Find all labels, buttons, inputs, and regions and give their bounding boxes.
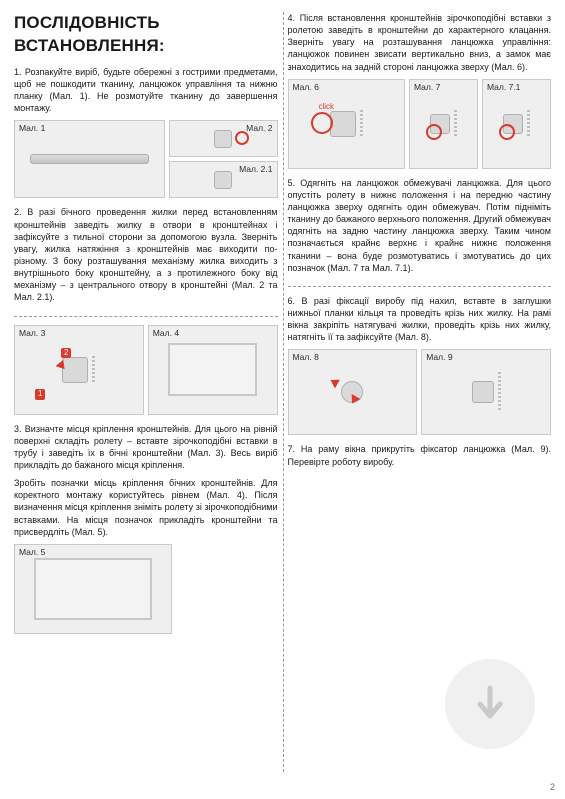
figure-2-1-label: Мал. 2.1 xyxy=(239,164,272,175)
figure-7-label: Мал. 7 xyxy=(414,82,440,93)
frame-icon xyxy=(168,343,257,396)
badge-1-icon: 1 xyxy=(35,389,45,400)
watermark-icon xyxy=(445,659,535,749)
bracket-icon xyxy=(214,171,232,189)
highlight-circle-icon xyxy=(311,112,333,134)
page-title: ПОСЛІДОВНІСТЬ ВСТАНОВЛЕННЯ: xyxy=(14,12,278,58)
step-6-text: 6. В разі фіксації виробу під нахил, вст… xyxy=(288,295,552,344)
horizontal-divider xyxy=(288,286,552,287)
figrow-1: Мал. 1 Мал. 2 Мал. 2.1 xyxy=(14,120,278,198)
figure-9-label: Мал. 9 xyxy=(426,352,452,363)
figrow-5: Мал. 8 Мал. 9 xyxy=(288,349,552,435)
page-number: 2 xyxy=(550,781,555,793)
step-3a-text: 3. Визначте місця кріплення кронштейнів.… xyxy=(14,423,278,472)
figure-1-label: Мал. 1 xyxy=(19,123,45,134)
figure-6-label: Мал. 6 xyxy=(293,82,319,93)
figure-1: Мал. 1 xyxy=(14,120,165,198)
highlight-circle-icon xyxy=(426,124,442,140)
figure-2-label: Мал. 2 xyxy=(246,123,272,134)
figure-9: Мал. 9 xyxy=(421,349,551,435)
figure-7-1-label: Мал. 7.1 xyxy=(487,82,520,93)
figure-4-label: Мал. 4 xyxy=(153,328,179,339)
chain-icon xyxy=(92,356,95,384)
figure-7-1: Мал. 7.1 xyxy=(482,79,551,169)
fixator-icon xyxy=(472,381,494,403)
figure-8-label: Мал. 8 xyxy=(293,352,319,363)
figrow-4: Мал. 6 click Мал. 7 Мал. 7.1 xyxy=(288,79,552,169)
figure-5: Мал. 5 xyxy=(14,544,172,634)
arrow-icon xyxy=(328,376,340,389)
highlight-circle-icon xyxy=(235,131,249,145)
figrow-3: Мал. 5 xyxy=(14,544,278,634)
step-3b-text: Зробіть позначки місць кріплення бічних … xyxy=(14,477,278,538)
step-5-text: 5. Одягніть на ланцюжок обмежувачі ланцю… xyxy=(288,177,552,274)
figure-2-1: Мал. 2.1 xyxy=(169,161,278,198)
step-2-text: 2. В разі бічного проведення жилки перед… xyxy=(14,206,278,303)
step-1-text: 1. Розпакуйте виріб, будьте обережні з г… xyxy=(14,66,278,115)
page: ПОСЛІДОВНІСТЬ ВСТАНОВЛЕННЯ: 1. Розпакуйт… xyxy=(0,0,565,799)
left-column: ПОСЛІДОВНІСТЬ ВСТАНОВЛЕННЯ: 1. Розпакуйт… xyxy=(14,12,278,789)
figure-3: Мал. 3 1 2 xyxy=(14,325,144,415)
bracket-icon xyxy=(214,130,232,148)
figure-6: Мал. 6 click xyxy=(288,79,406,169)
click-label: click xyxy=(319,102,335,113)
chain-icon xyxy=(454,110,457,138)
figure-8: Мал. 8 xyxy=(288,349,418,435)
figure-4: Мал. 4 xyxy=(148,325,278,415)
figrow-2: Мал. 3 1 2 Мал. 4 xyxy=(14,325,278,415)
figure-7: Мал. 7 xyxy=(409,79,478,169)
highlight-circle-icon xyxy=(499,124,515,140)
figure-2: Мал. 2 xyxy=(169,120,278,157)
figure-3-label: Мал. 3 xyxy=(19,328,45,339)
chain-icon xyxy=(498,372,501,412)
step-4-text: 4. Після встановлення кронштейнів зірочк… xyxy=(288,12,552,73)
horizontal-divider xyxy=(14,316,278,317)
vertical-divider xyxy=(283,12,284,772)
chain-icon xyxy=(527,110,530,138)
frame-icon xyxy=(34,558,153,620)
roller-tube-icon xyxy=(30,154,149,164)
bracket-icon xyxy=(62,357,88,383)
figure-5-label: Мал. 5 xyxy=(19,547,45,558)
step-7-text: 7. На раму вікна прикрутіть фіксатор лан… xyxy=(288,443,552,467)
badge-2-icon: 2 xyxy=(61,348,71,359)
bracket-icon xyxy=(330,111,356,137)
chain-icon xyxy=(360,110,363,138)
